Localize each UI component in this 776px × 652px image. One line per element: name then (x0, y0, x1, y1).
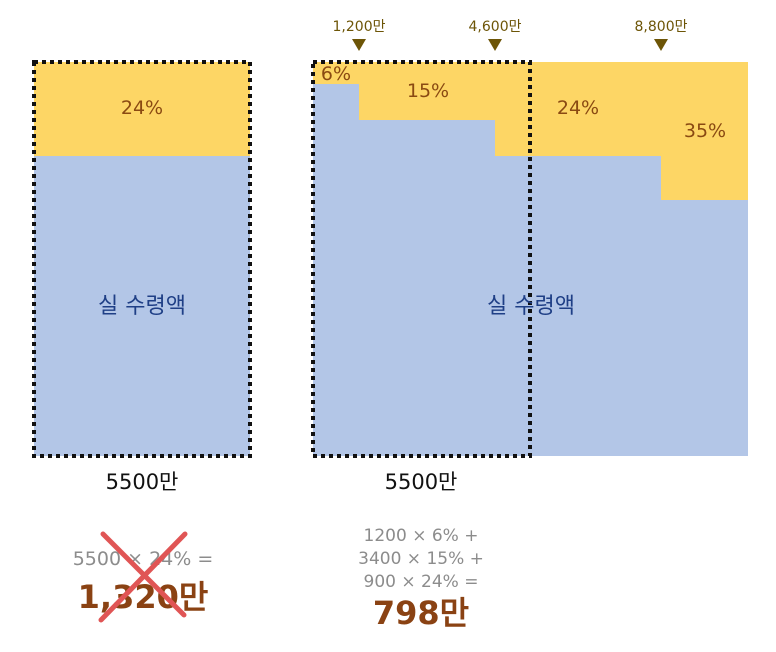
left-net-area (34, 156, 250, 456)
right-dotted-frame (311, 60, 532, 458)
formula-line-3: 900 × 24% = (364, 572, 479, 592)
left-net-label: 실 수령액 (98, 294, 186, 319)
marker-label-1: 1,200만 (333, 19, 386, 35)
right-base-label: 5500만 (385, 470, 458, 494)
left-dotted-frame (32, 60, 252, 458)
right-result: 798만 (373, 594, 469, 632)
left-panel: 24% 실 수령액 5500만 5500 × 24% = 1,320만 (32, 60, 252, 623)
cross-out-icon (98, 531, 188, 623)
marker-arrow-icon-1 (352, 39, 366, 51)
left-base-label: 5500만 (106, 470, 179, 494)
rate-label-2: 15% (407, 80, 449, 102)
formula-line-1: 1200 × 6% + (364, 526, 479, 546)
left-tax-rate: 24% (121, 97, 163, 119)
right-net-label: 실 수령액 (487, 294, 575, 319)
rate-label-1: 6% (321, 63, 351, 85)
left-tax-area (34, 62, 250, 156)
formula-line-2: 3400 × 15% + (358, 549, 484, 569)
left-formula: 5500 × 24% = (73, 548, 214, 570)
left-result: 1,320만 (78, 578, 209, 616)
marker-label-3: 8,800만 (635, 19, 688, 35)
marker-arrow-icon-2 (488, 39, 502, 51)
rate-label-4: 35% (684, 120, 726, 142)
marker-label-2: 4,600만 (469, 19, 522, 35)
marker-arrow-icon-3 (654, 39, 668, 51)
rate-label-3: 24% (557, 97, 599, 119)
right-panel: 1,200만 4,600만 8,800만 6% 15% 24% 35% 실 수령… (311, 19, 748, 632)
